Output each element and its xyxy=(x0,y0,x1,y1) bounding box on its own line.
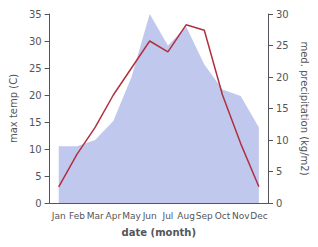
svg-text:Apr: Apr xyxy=(106,211,122,221)
svg-text:Jan: Jan xyxy=(51,211,66,221)
svg-text:25: 25 xyxy=(276,40,289,51)
svg-text:Aug: Aug xyxy=(177,211,195,221)
svg-text:20: 20 xyxy=(29,90,42,101)
svg-text:max temp (C): max temp (C) xyxy=(8,74,19,143)
svg-text:0: 0 xyxy=(276,198,282,209)
svg-text:30: 30 xyxy=(29,36,42,47)
svg-text:25: 25 xyxy=(29,63,42,74)
svg-text:Dec: Dec xyxy=(250,211,267,221)
svg-text:0: 0 xyxy=(35,198,41,209)
svg-text:date (month): date (month) xyxy=(122,227,196,238)
svg-text:Feb: Feb xyxy=(69,211,85,221)
svg-text:May: May xyxy=(122,211,141,221)
svg-text:20: 20 xyxy=(276,72,289,83)
svg-text:10: 10 xyxy=(29,144,42,155)
svg-text:Mar: Mar xyxy=(87,211,104,221)
svg-text:30: 30 xyxy=(276,9,289,20)
svg-text:Oct: Oct xyxy=(215,211,231,221)
svg-text:5: 5 xyxy=(35,171,41,182)
svg-text:15: 15 xyxy=(29,117,42,128)
svg-text:10: 10 xyxy=(276,135,289,146)
svg-text:Jul: Jul xyxy=(161,211,173,221)
svg-text:35: 35 xyxy=(29,9,42,20)
svg-text:Nov: Nov xyxy=(232,211,250,221)
svg-text:med. precipitation (kg/m2): med. precipitation (kg/m2) xyxy=(299,41,310,175)
svg-text:Sep: Sep xyxy=(196,211,213,221)
svg-text:5: 5 xyxy=(276,166,282,177)
svg-text:15: 15 xyxy=(276,103,289,114)
svg-text:Jun: Jun xyxy=(142,211,157,221)
